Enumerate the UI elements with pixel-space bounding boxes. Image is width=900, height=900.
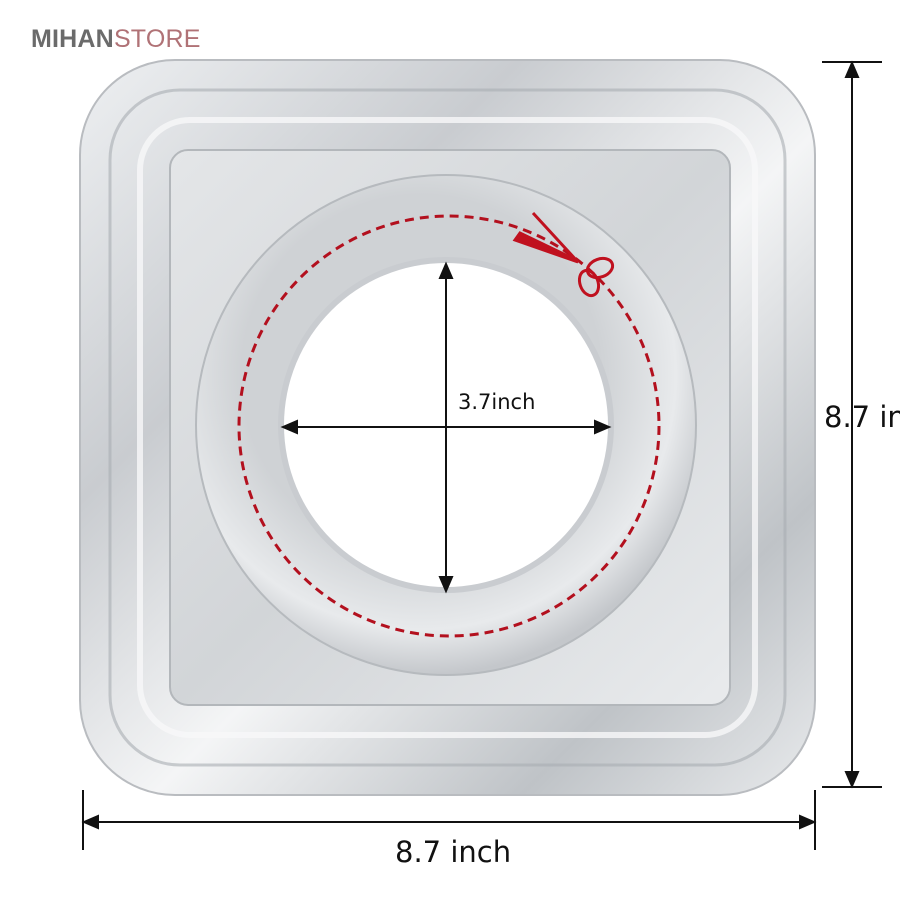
dimension-lines — [81, 60, 882, 850]
logo-part-1: MIHAN — [31, 25, 114, 53]
logo-part-2: STORE — [113, 25, 201, 53]
cut-line — [237, 214, 661, 638]
height-label: 8.7 inch — [824, 400, 900, 434]
hole-diameter-label: 3.7inch — [458, 390, 536, 414]
scissors-icon — [512, 211, 615, 298]
width-label: 8.7 inch — [395, 835, 512, 869]
store-logo: MIHANSTORE — [31, 25, 201, 54]
